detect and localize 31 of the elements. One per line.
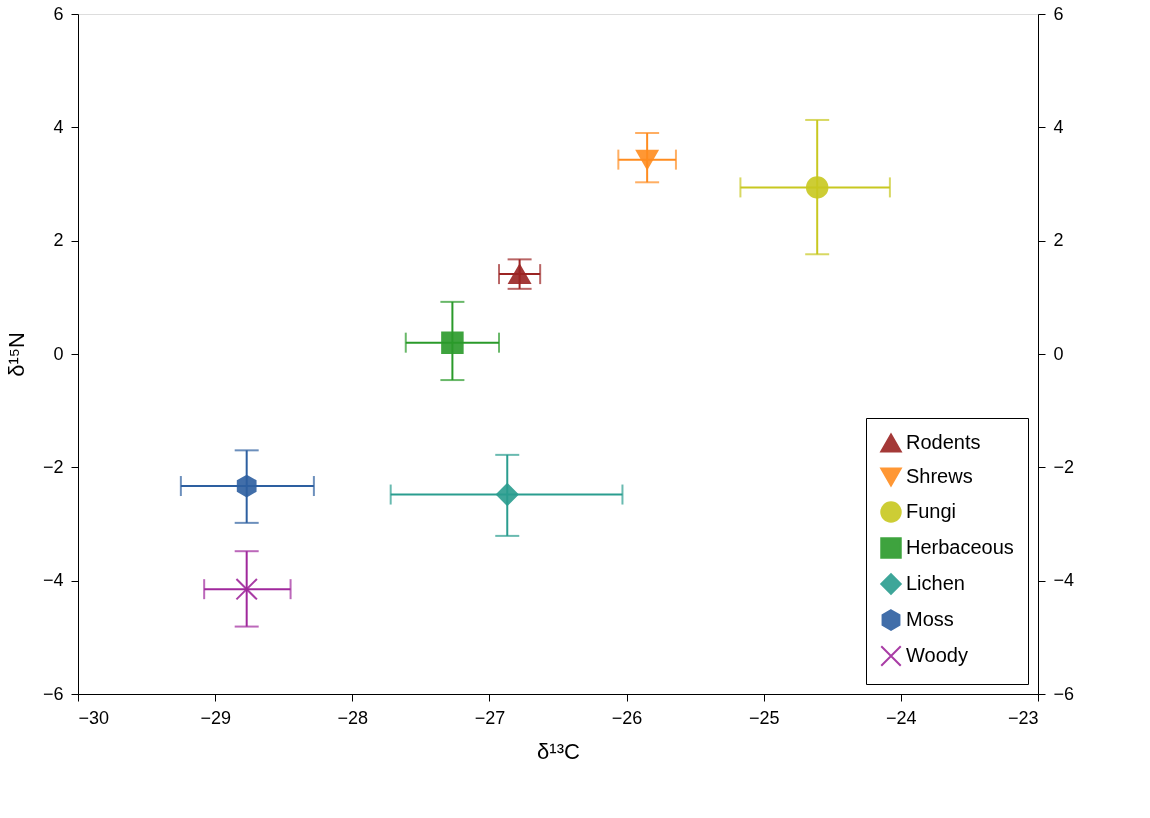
y-tick-label: −6 [42, 683, 64, 704]
y2-tick-label: 0 [1053, 343, 1064, 364]
x-axis-title: δ¹³C [537, 738, 580, 764]
legend-label: Shrews [906, 465, 973, 487]
legend-label: Fungi [906, 500, 957, 522]
y2-tick-label: 2 [1053, 230, 1064, 251]
y-tick-label: −2 [42, 456, 64, 477]
y2-tick-label: −2 [1053, 456, 1075, 477]
x-tick-label: −25 [748, 707, 780, 728]
y2-tick-label: 4 [1053, 116, 1064, 137]
legend-label: Lichen [906, 572, 965, 594]
y2-tick-label: −6 [1053, 683, 1075, 704]
y-tick-label: 0 [53, 343, 64, 364]
y-tick-label: 2 [53, 230, 64, 251]
y-tick-label: −4 [42, 570, 64, 591]
x-tick-label: −28 [337, 707, 369, 728]
legend-label: Woody [906, 644, 968, 666]
x-tick-label: −30 [78, 707, 110, 728]
y2-tick-label: −4 [1053, 570, 1075, 591]
y-tick-label: 4 [53, 116, 64, 137]
legend-label: Herbaceous [906, 536, 1014, 558]
x-tick-label: −23 [1007, 707, 1039, 728]
y2-tick-label: 6 [1053, 3, 1064, 24]
x-tick-label: −29 [200, 707, 231, 728]
legend-label: Rodents [906, 431, 981, 453]
legend-label: Moss [906, 608, 954, 630]
x-tick-label: −24 [886, 707, 917, 728]
y-tick-label: 6 [53, 3, 64, 24]
x-tick-label: −27 [474, 707, 506, 728]
y-axis-title: δ¹⁵N [3, 332, 29, 377]
x-tick-label: −26 [611, 707, 643, 728]
